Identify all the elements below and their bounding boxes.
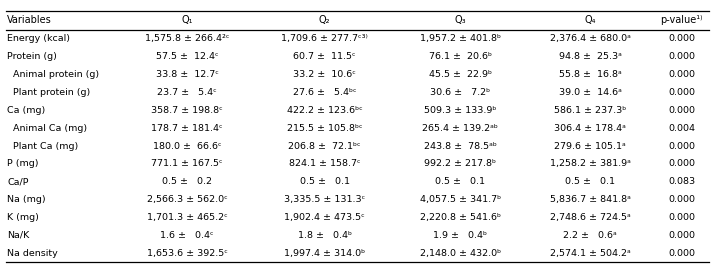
Text: 76.1 ±  20.6ᵇ: 76.1 ± 20.6ᵇ — [428, 52, 492, 61]
Text: 2,148.0 ± 432.0ᵇ: 2,148.0 ± 432.0ᵇ — [420, 249, 500, 258]
Text: Energy (kcal): Energy (kcal) — [7, 34, 70, 43]
Text: Animal Ca (mg): Animal Ca (mg) — [7, 124, 87, 133]
Text: 55.8 ±  16.8ᵃ: 55.8 ± 16.8ᵃ — [559, 70, 621, 79]
Text: 33.8 ±  12.7ᶜ: 33.8 ± 12.7ᶜ — [156, 70, 219, 79]
Text: K (mg): K (mg) — [7, 213, 39, 222]
Text: 509.3 ± 133.9ᵇ: 509.3 ± 133.9ᵇ — [424, 106, 496, 115]
Text: 358.7 ± 198.8ᶜ: 358.7 ± 198.8ᶜ — [152, 106, 223, 115]
Text: 1,957.2 ± 401.8ᵇ: 1,957.2 ± 401.8ᵇ — [420, 34, 500, 43]
Text: 586.1 ± 237.3ᵇ: 586.1 ± 237.3ᵇ — [554, 106, 626, 115]
Text: 206.8 ±  72.1ᵇᶜ: 206.8 ± 72.1ᵇᶜ — [288, 141, 361, 150]
Text: 1,997.4 ± 314.0ᵇ: 1,997.4 ± 314.0ᵇ — [284, 249, 365, 258]
Text: Q₄: Q₄ — [584, 16, 596, 25]
Text: Variables: Variables — [7, 16, 52, 25]
Text: 0.5 ±   0.1: 0.5 ± 0.1 — [435, 177, 485, 186]
Text: 992.2 ± 217.8ᵇ: 992.2 ± 217.8ᵇ — [424, 159, 496, 168]
Text: 2.2 ±   0.6ᵃ: 2.2 ± 0.6ᵃ — [563, 231, 617, 240]
Text: 1,575.8 ± 266.4²ᶜ: 1,575.8 ± 266.4²ᶜ — [145, 34, 230, 43]
Text: 771.1 ± 167.5ᶜ: 771.1 ± 167.5ᶜ — [152, 159, 223, 168]
Text: 0.000: 0.000 — [669, 249, 695, 258]
Text: 0.000: 0.000 — [669, 70, 695, 79]
Text: Protein (g): Protein (g) — [7, 52, 57, 61]
Text: 306.4 ± 178.4ᵃ: 306.4 ± 178.4ᵃ — [554, 124, 626, 133]
Text: 0.000: 0.000 — [669, 159, 695, 168]
Text: 5,836.7 ± 841.8ᵃ: 5,836.7 ± 841.8ᵃ — [550, 195, 631, 204]
Text: 1,653.6 ± 392.5ᶜ: 1,653.6 ± 392.5ᶜ — [147, 249, 227, 258]
Text: Na density: Na density — [7, 249, 58, 258]
Text: 1,709.6 ± 277.7ᶜ³⁾: 1,709.6 ± 277.7ᶜ³⁾ — [281, 34, 368, 43]
Text: Animal protein (g): Animal protein (g) — [7, 70, 99, 79]
Text: 2,574.1 ± 504.2ᵃ: 2,574.1 ± 504.2ᵃ — [550, 249, 631, 258]
Text: 180.0 ±  66.6ᶜ: 180.0 ± 66.6ᶜ — [153, 141, 222, 150]
Text: 0.000: 0.000 — [669, 106, 695, 115]
Text: Plant Ca (mg): Plant Ca (mg) — [7, 141, 79, 150]
Text: 2,220.8 ± 541.6ᵇ: 2,220.8 ± 541.6ᵇ — [420, 213, 500, 222]
Text: 3,335.5 ± 131.3ᶜ: 3,335.5 ± 131.3ᶜ — [284, 195, 365, 204]
Text: Q₂: Q₂ — [319, 16, 330, 25]
Text: Plant protein (g): Plant protein (g) — [7, 88, 90, 97]
Text: Na (mg): Na (mg) — [7, 195, 46, 204]
Text: 0.000: 0.000 — [669, 141, 695, 150]
Text: 23.7 ±   5.4ᶜ: 23.7 ± 5.4ᶜ — [157, 88, 217, 97]
Text: 0.5 ±   0.1: 0.5 ± 0.1 — [300, 177, 350, 186]
Text: p-value¹⁾: p-value¹⁾ — [661, 16, 703, 25]
Text: 0.5 ±   0.1: 0.5 ± 0.1 — [565, 177, 615, 186]
Text: 1.8 ±   0.4ᵇ: 1.8 ± 0.4ᵇ — [297, 231, 352, 240]
Text: 0.004: 0.004 — [669, 124, 695, 133]
Text: 1,701.3 ± 465.2ᶜ: 1,701.3 ± 465.2ᶜ — [147, 213, 227, 222]
Text: 1,258.2 ± 381.9ᵃ: 1,258.2 ± 381.9ᵃ — [550, 159, 631, 168]
Text: 0.000: 0.000 — [669, 52, 695, 61]
Text: 0.5 ±   0.2: 0.5 ± 0.2 — [162, 177, 212, 186]
Text: 0.000: 0.000 — [669, 195, 695, 204]
Text: 243.8 ±  78.5ᵃᵇ: 243.8 ± 78.5ᵃᵇ — [424, 141, 496, 150]
Text: 422.2 ± 123.6ᵇᶜ: 422.2 ± 123.6ᵇᶜ — [287, 106, 363, 115]
Text: 2,376.4 ± 680.0ᵃ: 2,376.4 ± 680.0ᵃ — [550, 34, 631, 43]
Text: 57.5 ±  12.4ᶜ: 57.5 ± 12.4ᶜ — [156, 52, 218, 61]
Text: 60.7 ±  11.5ᶜ: 60.7 ± 11.5ᶜ — [293, 52, 356, 61]
Text: 0.000: 0.000 — [669, 34, 695, 43]
Text: 1.6 ±   0.4ᶜ: 1.6 ± 0.4ᶜ — [160, 231, 214, 240]
Text: 4,057.5 ± 341.7ᵇ: 4,057.5 ± 341.7ᵇ — [420, 195, 500, 204]
Text: Q₃: Q₃ — [454, 16, 466, 25]
Text: 265.4 ± 139.2ᵃᵇ: 265.4 ± 139.2ᵃᵇ — [422, 124, 498, 133]
Text: 2,566.3 ± 562.0ᶜ: 2,566.3 ± 562.0ᶜ — [147, 195, 227, 204]
Text: 1,902.4 ± 473.5ᶜ: 1,902.4 ± 473.5ᶜ — [284, 213, 365, 222]
Text: 45.5 ±  22.9ᵇ: 45.5 ± 22.9ᵇ — [428, 70, 492, 79]
Text: 94.8 ±  25.3ᵃ: 94.8 ± 25.3ᵃ — [558, 52, 621, 61]
Text: Ca/P: Ca/P — [7, 177, 29, 186]
Text: Ca (mg): Ca (mg) — [7, 106, 45, 115]
Text: 1.9 ±   0.4ᵇ: 1.9 ± 0.4ᵇ — [433, 231, 487, 240]
Text: 215.5 ± 105.8ᵇᶜ: 215.5 ± 105.8ᵇᶜ — [287, 124, 363, 133]
Text: 0.000: 0.000 — [669, 213, 695, 222]
Text: 0.000: 0.000 — [669, 231, 695, 240]
Text: Na/K: Na/K — [7, 231, 29, 240]
Text: Q₁: Q₁ — [182, 16, 193, 25]
Text: 2,748.6 ± 724.5ᵃ: 2,748.6 ± 724.5ᵃ — [550, 213, 631, 222]
Text: 824.1 ± 158.7ᶜ: 824.1 ± 158.7ᶜ — [289, 159, 360, 168]
Text: 39.0 ±  14.6ᵃ: 39.0 ± 14.6ᵃ — [558, 88, 621, 97]
Text: 279.6 ± 105.1ᵃ: 279.6 ± 105.1ᵃ — [554, 141, 626, 150]
Text: 0.000: 0.000 — [669, 88, 695, 97]
Text: 30.6 ±   7.2ᵇ: 30.6 ± 7.2ᵇ — [430, 88, 490, 97]
Text: 178.7 ± 181.4ᶜ: 178.7 ± 181.4ᶜ — [152, 124, 223, 133]
Text: P (mg): P (mg) — [7, 159, 39, 168]
Text: 0.083: 0.083 — [669, 177, 696, 186]
Text: 33.2 ±  10.6ᶜ: 33.2 ± 10.6ᶜ — [293, 70, 356, 79]
Text: 27.6 ±   5.4ᵇᶜ: 27.6 ± 5.4ᵇᶜ — [292, 88, 356, 97]
